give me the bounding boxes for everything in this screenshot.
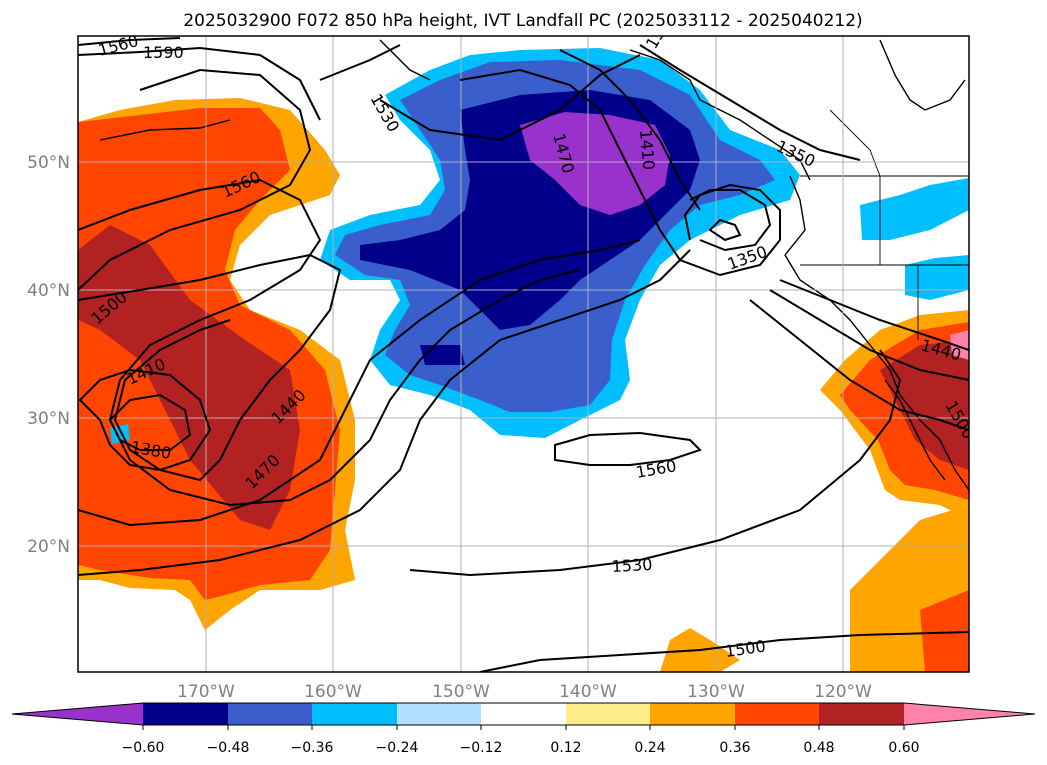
negative-anomaly-peak <box>520 112 670 215</box>
colorbar-segment <box>650 703 735 725</box>
colorbar-tick-label: −0.24 <box>376 740 419 756</box>
contour-label: 1530 <box>611 555 653 576</box>
colorbar-extend-high <box>904 703 1035 725</box>
lat-tick-label: 50°N <box>27 153 70 173</box>
colorbar-tick-label: 0.36 <box>719 740 750 756</box>
lon-tick-label: 150°W <box>432 682 490 702</box>
colorbar <box>11 702 1036 730</box>
colorbar-tick-label: −0.36 <box>291 740 334 756</box>
colorbar-segment <box>397 703 481 725</box>
colorbar-segment <box>819 703 904 725</box>
lat-tick-label: 20°N <box>27 537 70 557</box>
map-frame <box>77 35 970 673</box>
colorbar-tick-label: 0.12 <box>550 740 581 756</box>
gridlines <box>78 36 969 672</box>
lon-tick-label: 130°W <box>687 682 745 702</box>
contour-label: 1410 <box>636 129 658 171</box>
colorbar-tick-label: 0.48 <box>803 740 834 756</box>
colorbar-segment <box>312 703 397 725</box>
colorbar-segment <box>481 703 566 725</box>
colorbar-segment <box>566 703 650 725</box>
colorbar-tick-label: −0.12 <box>460 740 503 756</box>
lat-tick-label: 40°N <box>27 281 70 301</box>
colorbar-segment <box>143 703 228 725</box>
lon-tick-label: 140°W <box>559 682 617 702</box>
lon-tick-label: 170°W <box>177 682 235 702</box>
colorbar-tick-label: −0.60 <box>122 740 165 756</box>
lon-tick-label: 120°W <box>814 682 872 702</box>
contour-label: 1590 <box>143 43 184 62</box>
latitude-labels: 50°N 40°N 30°N 20°N <box>27 153 70 557</box>
colorbar-segment <box>735 703 819 725</box>
lat-tick-label: 30°N <box>27 409 70 429</box>
height-contours <box>78 37 969 672</box>
map-title: 2025032900 F072 850 hPa height, IVT Land… <box>183 11 862 31</box>
colorbar-tick-label: 0.60 <box>888 740 919 756</box>
longitude-labels: 170°W 160°W 150°W 140°W 130°W 120°W <box>177 682 872 702</box>
map-area: 1560 1590 1530 1560 1470 1410 1380 1350 … <box>78 36 969 672</box>
colorbar-segment <box>228 703 312 725</box>
coastlines <box>99 39 969 491</box>
colorbar-tick-labels: −0.60 −0.48 −0.36 −0.24 −0.12 0.12 0.24 … <box>122 740 920 756</box>
colorbar-extend-low <box>12 703 143 725</box>
colorbar-tick-label: 0.24 <box>634 740 665 756</box>
lon-tick-label: 160°W <box>304 682 362 702</box>
positive-anomaly-west-high <box>78 225 300 530</box>
colorbar-tick-label: −0.48 <box>207 740 250 756</box>
